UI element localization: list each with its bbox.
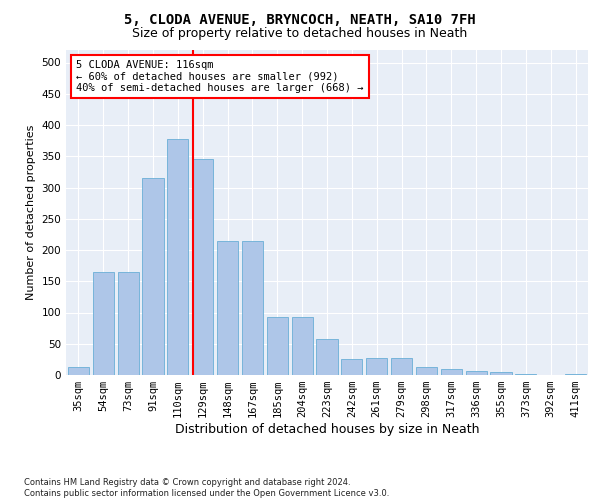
Bar bbox=[267, 317, 288, 375]
Text: 5, CLODA AVENUE, BRYNCOCH, NEATH, SA10 7FH: 5, CLODA AVENUE, BRYNCOCH, NEATH, SA10 7… bbox=[124, 12, 476, 26]
Bar bbox=[490, 372, 512, 375]
Text: Contains HM Land Registry data © Crown copyright and database right 2024.
Contai: Contains HM Land Registry data © Crown c… bbox=[24, 478, 389, 498]
Bar bbox=[242, 240, 263, 375]
Bar bbox=[366, 358, 387, 375]
Y-axis label: Number of detached properties: Number of detached properties bbox=[26, 125, 36, 300]
Text: 5 CLODA AVENUE: 116sqm
← 60% of detached houses are smaller (992)
40% of semi-de: 5 CLODA AVENUE: 116sqm ← 60% of detached… bbox=[76, 60, 364, 93]
Bar bbox=[142, 178, 164, 375]
Bar bbox=[93, 272, 114, 375]
Text: Size of property relative to detached houses in Neath: Size of property relative to detached ho… bbox=[133, 28, 467, 40]
Bar bbox=[192, 160, 213, 375]
Bar bbox=[68, 367, 89, 375]
Bar bbox=[341, 360, 362, 375]
Bar bbox=[441, 369, 462, 375]
Bar bbox=[416, 367, 437, 375]
Bar bbox=[466, 370, 487, 375]
Bar bbox=[167, 138, 188, 375]
Bar bbox=[565, 374, 586, 375]
Bar bbox=[217, 240, 238, 375]
Bar bbox=[292, 317, 313, 375]
Bar bbox=[316, 340, 338, 375]
X-axis label: Distribution of detached houses by size in Neath: Distribution of detached houses by size … bbox=[175, 423, 479, 436]
Bar bbox=[391, 358, 412, 375]
Bar bbox=[515, 374, 536, 375]
Bar bbox=[118, 272, 139, 375]
